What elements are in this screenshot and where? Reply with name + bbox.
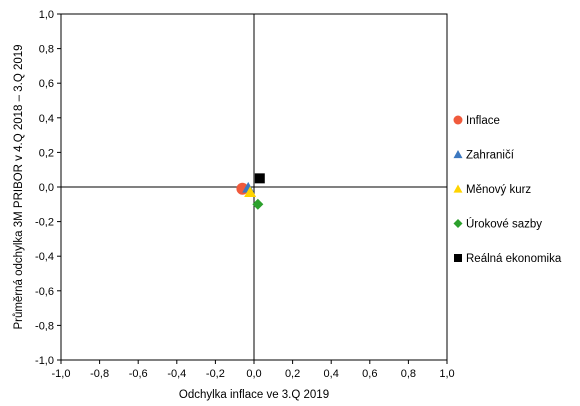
legend-label: Měnový kurz [466,184,531,196]
y-tick-label: -0,6 [35,286,54,298]
y-tick-label: 0,4 [39,113,54,125]
x-tick-label: 0,0 [246,368,261,380]
data-point-diamond [252,198,264,210]
legend-marker-diamond [453,219,463,228]
x-axis-title: Odchylka inflace ve 3.Q 2019 [179,389,329,401]
legend-label: Zahraničí [466,150,515,162]
legend-marker-circle [453,115,463,125]
data-point-triangle [244,186,257,197]
y-tick-label: 0,8 [39,44,54,56]
legend-label: Inflace [466,115,500,127]
legend-marker-square [454,254,462,262]
y-tick-label: 1,0 [39,9,54,21]
y-tick-label: -0,4 [35,251,54,263]
legend-label: Úrokové sazby [466,218,542,231]
y-tick-label: -0,2 [35,217,54,229]
x-tick-label: -0,6 [129,368,148,380]
x-tick-label: -0,8 [90,368,109,380]
legend-marker-triangle [453,150,463,159]
x-tick-label: -0,4 [167,368,186,380]
y-tick-label: -1,0 [35,355,54,367]
legend-marker-triangle [453,184,463,193]
x-tick-label: -1,0 [52,368,71,380]
x-tick-label: 1,0 [439,368,454,380]
y-tick-label: 0,0 [39,182,54,194]
y-tick-label: 0,6 [39,78,54,90]
y-tick-label: -0,8 [35,320,54,332]
y-tick-label: 0,2 [39,147,54,159]
data-point-square [254,173,265,184]
x-tick-label: 0,2 [285,368,300,380]
x-tick-label: 0,6 [362,368,377,380]
x-tick-label: 0,8 [401,368,416,380]
x-tick-label: -0,2 [206,368,225,380]
legend-label: Reálná ekonomika [466,253,562,265]
y-axis-title: Průměrná odchylka 3M PRIBOR v 4.Q 2018 –… [13,44,25,329]
x-tick-label: 0,4 [324,368,339,380]
